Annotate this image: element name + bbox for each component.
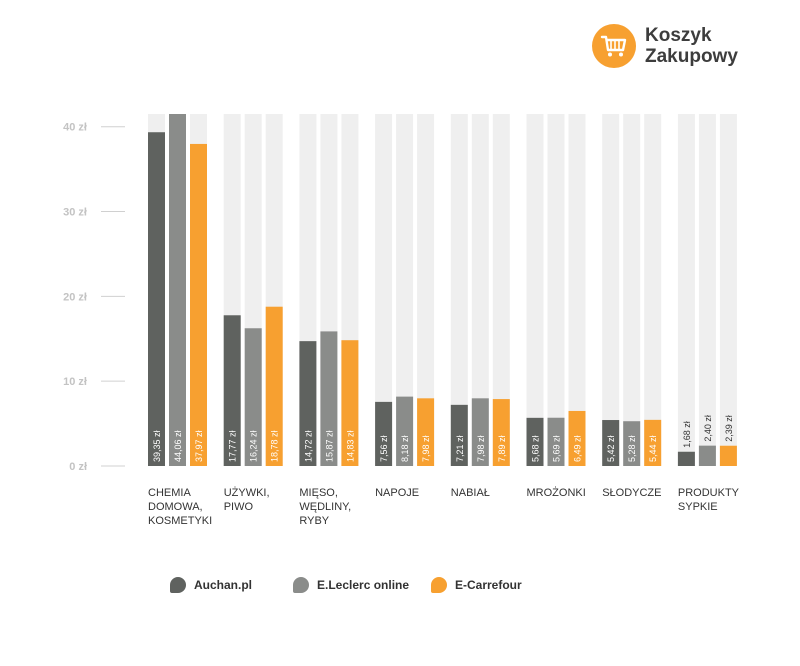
brand-name-line2: Zakupowy	[645, 46, 738, 67]
bar-auchan	[450, 404, 468, 466]
bar-background	[547, 114, 565, 466]
legend-item-auchan: Auchan.pl	[170, 577, 252, 593]
bar-background	[375, 114, 393, 466]
bar-auchan	[375, 401, 393, 466]
bar-carrefour	[492, 399, 510, 466]
data-label: 39,35 zł	[152, 430, 162, 462]
category-label: NABIAŁ	[451, 487, 490, 499]
data-label: 2,40 zł	[703, 415, 713, 442]
shopping-cart-icon	[592, 24, 636, 68]
bar-auchan	[526, 417, 544, 466]
bar-leclerc	[623, 421, 641, 466]
bar-background	[698, 114, 716, 466]
bar-leclerc	[396, 396, 414, 466]
data-label: 1,68 zł	[682, 421, 692, 448]
bar-leclerc	[320, 331, 338, 466]
bar-background	[417, 114, 435, 466]
y-tick-label: 40 zł	[63, 122, 87, 134]
data-label: 5,42 zł	[606, 435, 616, 462]
data-label: 14,72 zł	[303, 430, 313, 462]
bar-background	[492, 114, 510, 466]
bar-leclerc	[698, 445, 716, 466]
bar-background	[471, 114, 489, 466]
data-label: 5,28 zł	[627, 435, 637, 462]
bar-background	[450, 114, 468, 466]
bar-carrefour	[719, 445, 737, 466]
bar-background	[396, 114, 414, 466]
y-tick-label: 10 zł	[63, 376, 87, 388]
data-label: 16,24 zł	[249, 430, 259, 462]
legend-label-auchan: Auchan.pl	[194, 578, 253, 592]
y-tick-label: 0 zł	[69, 461, 87, 473]
category-label: UŻYWKI, PIWO	[224, 486, 270, 513]
bar-carrefour	[568, 410, 586, 466]
category-label: CHEMIA DOMOWA, KOSMETYKI	[148, 487, 212, 527]
bar-background	[602, 114, 620, 466]
bar-leclerc	[169, 114, 186, 466]
data-label: 7,21 zł	[455, 435, 465, 462]
data-label: 6,49 zł	[573, 435, 583, 462]
legend-item-carrefour: E-Carrefour	[431, 577, 522, 593]
bar-background	[623, 114, 641, 466]
data-label: 2,39 zł	[724, 415, 734, 442]
bar-background	[677, 114, 695, 466]
data-label: 5,44 zł	[648, 435, 658, 462]
bar-auchan	[677, 451, 695, 466]
bar-carrefour	[644, 419, 662, 466]
data-label: 44,06 zł	[173, 430, 183, 462]
legend-swatch-auchan	[170, 577, 186, 593]
data-label: 7,98 zł	[476, 435, 486, 462]
data-label: 14,83 zł	[345, 430, 355, 462]
bar-leclerc	[471, 398, 489, 466]
legend-item-leclerc: E.Leclerc online	[293, 577, 409, 593]
bar-background	[644, 114, 662, 466]
chart-legend: Auchan.pl E.Leclerc online E-Carrefour	[0, 577, 800, 601]
data-label: 5,69 zł	[552, 435, 562, 462]
bar-background	[719, 114, 737, 466]
legend-swatch-carrefour	[431, 577, 447, 593]
data-label: 7,98 zł	[421, 435, 431, 462]
bar-carrefour	[417, 398, 435, 466]
bar-auchan	[299, 341, 317, 466]
brand-logo: Koszyk Zakupowy	[592, 24, 738, 68]
data-label: 7,89 zł	[497, 435, 507, 462]
brand-name: Koszyk Zakupowy	[645, 25, 738, 67]
data-label: 18,78 zł	[270, 430, 280, 462]
bar-carrefour	[190, 143, 207, 466]
category-label: PRODUKTY SYPKIE	[678, 487, 740, 513]
bar-auchan	[602, 420, 620, 466]
legend-label-leclerc: E.Leclerc online	[317, 578, 410, 592]
bar-carrefour	[341, 340, 359, 466]
data-label: 17,77 zł	[228, 430, 238, 462]
category-label: MIĘSO, WĘDLINY, RYBY	[299, 487, 351, 527]
data-label: 15,87 zł	[324, 430, 334, 462]
category-label: SŁODYCZE	[602, 487, 661, 499]
data-label: 8,18 zł	[400, 435, 410, 462]
bar-leclerc	[547, 417, 565, 466]
brand-name-line1: Koszyk	[645, 25, 712, 46]
legend-label-carrefour: E-Carrefour	[455, 578, 522, 592]
y-tick-label: 20 zł	[63, 291, 87, 303]
bar-auchan	[223, 315, 241, 466]
data-label: 7,56 zł	[379, 435, 389, 462]
legend-swatch-leclerc	[293, 577, 309, 593]
bar-background	[568, 114, 586, 466]
category-label: MROŻONKI	[527, 486, 586, 499]
data-label: 5,68 zł	[531, 435, 541, 462]
bar-carrefour	[265, 306, 283, 466]
bar-background	[526, 114, 544, 466]
bar-auchan	[148, 132, 165, 466]
bar-leclerc	[244, 328, 262, 466]
y-tick-label: 30 zł	[63, 207, 87, 219]
category-label: NAPOJE	[375, 487, 419, 499]
data-label: 37,97 zł	[194, 430, 204, 462]
